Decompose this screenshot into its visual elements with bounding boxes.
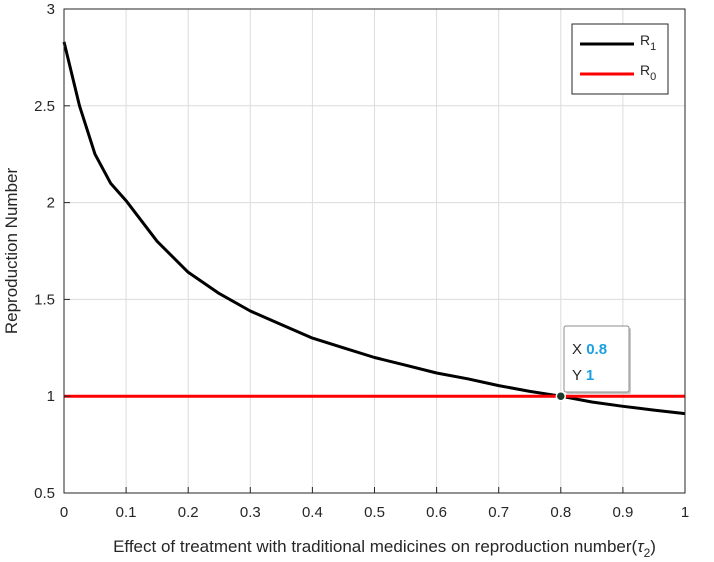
legend-box xyxy=(571,23,669,95)
x-axis-label: Effect of treatment with traditional med… xyxy=(113,537,656,560)
y-tick-label: 1 xyxy=(47,388,55,405)
data-tip-x-row: X 0.8 xyxy=(572,341,607,358)
legend-label-r1: R1 xyxy=(640,32,656,53)
x-tick-label: 0.3 xyxy=(240,504,261,521)
series-layer xyxy=(62,41,686,416)
x-tick-label: 0 xyxy=(60,504,68,521)
x-tick-label: 0.2 xyxy=(178,504,199,521)
x-tick-label: 0.9 xyxy=(612,504,633,521)
y-tick-label: 2 xyxy=(47,195,55,212)
y-tick-label: 1.5 xyxy=(34,291,55,308)
y-axis-label: Reproduction Number xyxy=(2,168,21,335)
x-tick-label: 1 xyxy=(681,504,689,521)
x-tick-label: 0.4 xyxy=(302,504,323,521)
data-tip-y-row: Y 1 xyxy=(572,367,594,384)
y-tick-label: 2.5 xyxy=(34,98,55,115)
y-tick-label: 3 xyxy=(47,1,55,18)
legend-label-r0: R0 xyxy=(640,62,656,83)
data-tip: X 0.8 Y 1 xyxy=(555,325,631,402)
series-line-r1 xyxy=(62,41,686,416)
x-tick-label: 0.7 xyxy=(488,504,509,521)
data-tip-marker[interactable] xyxy=(555,390,567,402)
data-tip-box xyxy=(563,325,630,393)
x-tick-label: 0.1 xyxy=(116,504,137,521)
x-tick-label: 0.8 xyxy=(550,504,571,521)
y-tick-label: 0.5 xyxy=(34,485,55,502)
x-tick-label: 0.5 xyxy=(364,504,385,521)
x-tick-label: 0.6 xyxy=(426,504,447,521)
x-tick-labels: 0 0.1 0.2 0.3 0.4 0.5 0.6 0.7 0.8 0.9 1 xyxy=(60,487,689,521)
y-tick-labels: 0.5 1 1.5 2 2.5 3 xyxy=(34,1,70,502)
